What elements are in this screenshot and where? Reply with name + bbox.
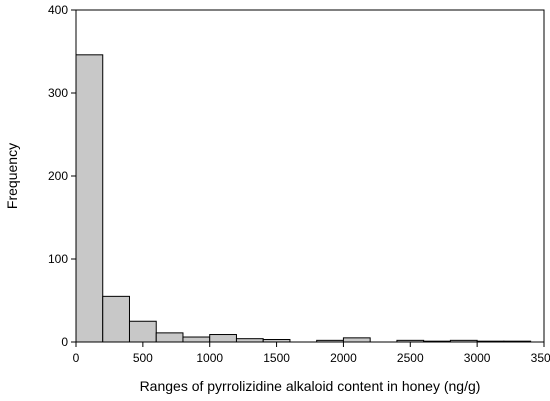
x-tick-label-1: 500 bbox=[133, 351, 153, 365]
histogram-bar-1 bbox=[102, 295, 130, 343]
x-tick-label-6: 3000 bbox=[464, 351, 491, 365]
x-tick-label-5: 2500 bbox=[397, 351, 424, 365]
histogram-bar-3 bbox=[155, 332, 184, 343]
histogram-bar-5 bbox=[209, 334, 237, 343]
histogram-bar-14 bbox=[449, 339, 478, 343]
histogram-bar-4 bbox=[182, 336, 211, 343]
histogram-bars bbox=[75, 54, 532, 343]
histogram-bar-13 bbox=[423, 340, 451, 343]
x-tick-label-3: 1500 bbox=[263, 351, 290, 365]
y-axis: 0 100 200 300 400 bbox=[48, 3, 76, 349]
histogram-bar-10 bbox=[342, 337, 371, 343]
histogram-bar-7 bbox=[262, 339, 291, 343]
x-tick-label-0: 0 bbox=[73, 351, 80, 365]
x-tick-label-2: 1000 bbox=[196, 351, 223, 365]
plot-area bbox=[75, 9, 545, 343]
x-axis-title: Ranges of pyrrolizidine alkaloid content… bbox=[140, 378, 481, 394]
histogram-bar-9 bbox=[316, 339, 344, 343]
y-axis-title: Frequency bbox=[4, 143, 20, 209]
histogram-bar-0 bbox=[75, 54, 104, 343]
y-tick-label-1: 100 bbox=[48, 252, 68, 266]
histogram-bar-12 bbox=[396, 339, 425, 343]
y-tick-label-0: 0 bbox=[61, 335, 68, 349]
histogram-bar-15 bbox=[476, 340, 505, 343]
plot-frame bbox=[75, 9, 545, 343]
y-tick-label-2: 200 bbox=[48, 169, 68, 183]
histogram-bar-16 bbox=[503, 340, 532, 343]
y-tick-label-4: 400 bbox=[48, 3, 68, 17]
x-tick-label-4: 2000 bbox=[330, 351, 357, 365]
histogram-bar-6 bbox=[235, 338, 264, 343]
y-tick-label-3: 300 bbox=[48, 86, 68, 100]
histogram-bar-2 bbox=[128, 320, 157, 343]
